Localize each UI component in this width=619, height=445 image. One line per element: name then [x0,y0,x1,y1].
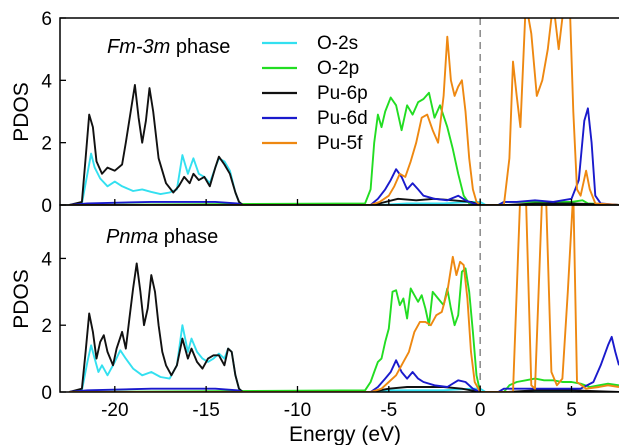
legend: O-2s O-2p Pu-6p Pu-6d Pu-5f [262,33,368,154]
panel-label-top: Fm-3m phase [107,36,230,58]
y-tick-label: 0 [41,383,52,404]
y-tick-label: 0 [41,196,52,217]
y-axis-label-top: PDOS [10,82,33,142]
x-tick-label: -5 [380,400,397,421]
x-tick-label: -10 [284,400,311,421]
y-ticks-bottom: 0 2 4 [41,249,66,404]
x-tick-label: -20 [101,400,128,421]
panel-label-bottom-italic: Pnma [106,226,158,248]
legend-label-pu-5f: Pu-5f [317,133,363,154]
series-pu-6p-bottom [68,262,619,392]
legend-label-pu-6p: Pu-6p [317,83,368,104]
y-tick-label: 2 [41,316,52,337]
panel-label-bottom-rest: phase [158,226,218,248]
series-pu-6p-top [68,84,619,205]
panel-bottom: 0 2 4 -20 -15 -10 -5 0 5 PDOS Pnma phase Energy… [10,199,619,445]
panel-top: 0 2 4 6 PDOS Fm-3m phase O-2s O-2p Pu-6p Pu-6d… [10,9,619,217]
series-o-2s-top [68,152,619,205]
y-tick-label: 4 [41,71,52,92]
panel-label-bottom: Pnma phase [106,226,218,248]
x-tick-label: -15 [192,400,219,421]
panel-label-top-rest: phase [170,36,230,58]
legend-label-pu-6d: Pu-6d [317,108,368,129]
y-tick-label: 2 [41,134,52,155]
panel-label-top-italic: Fm-3m [107,36,170,58]
series-group-bottom [68,205,619,392]
series-pu-5f-bottom [69,205,619,392]
y-tick-label: 4 [41,249,52,270]
x-tick-label: 0 [475,400,486,421]
x-axis-label: Energy (eV) [289,423,401,445]
frame-bottom [59,204,619,393]
series-o-2p-bottom [69,267,619,392]
y-ticks-top: 0 2 4 6 [41,9,66,217]
legend-label-o-2p: O-2p [317,58,359,79]
series-o-2s-bottom [68,324,619,392]
series-pu-5f-top [69,18,619,205]
y-tick-label: 6 [41,9,52,30]
x-ticks: -20 -15 -10 -5 0 5 [101,199,577,421]
y-axis-label-bottom: PDOS [10,269,33,329]
legend-label-o-2s: O-2s [317,33,358,54]
x-tick-label: 5 [566,400,577,421]
